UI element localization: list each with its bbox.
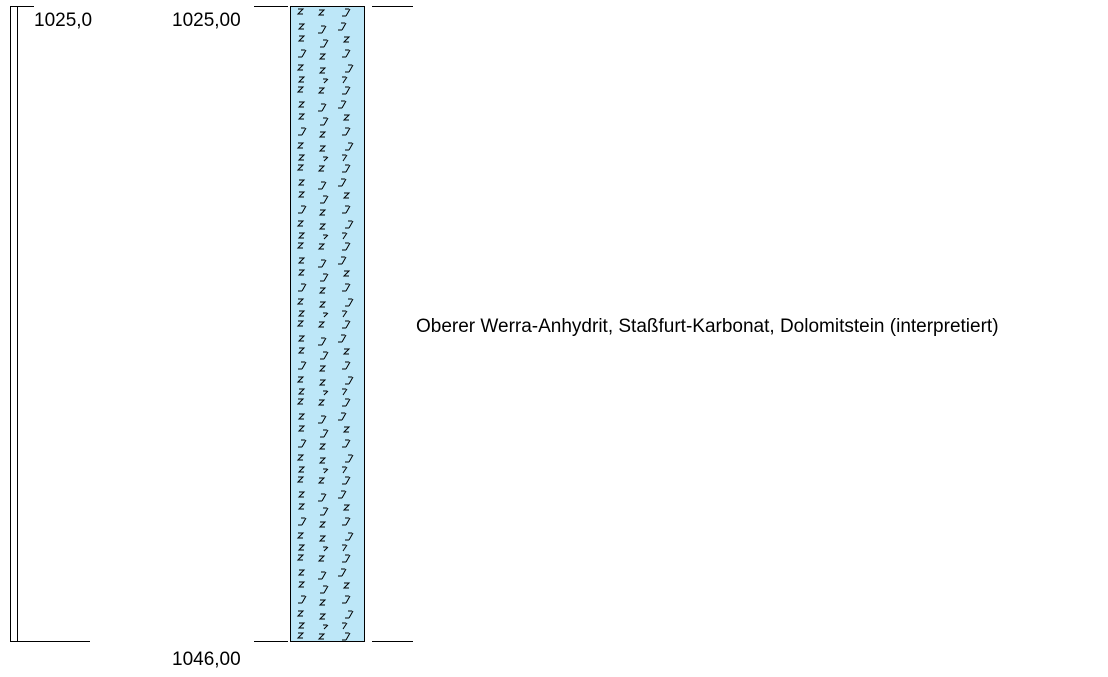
lithology-column (290, 6, 365, 642)
layer-pattern (290, 6, 365, 642)
scale-top-depth-label: 1025,0 (34, 10, 93, 31)
layer-bottom-depth-label: 1046,00 (172, 649, 241, 670)
layer-top-depth-label: 1025,00 (172, 10, 241, 31)
layer-border (290, 6, 365, 642)
depth-scale (10, 6, 90, 642)
depth-ticks (254, 6, 413, 642)
layer-description: Oberer Werra-Anhydrit, Staßfurt-Karbonat… (416, 316, 999, 337)
